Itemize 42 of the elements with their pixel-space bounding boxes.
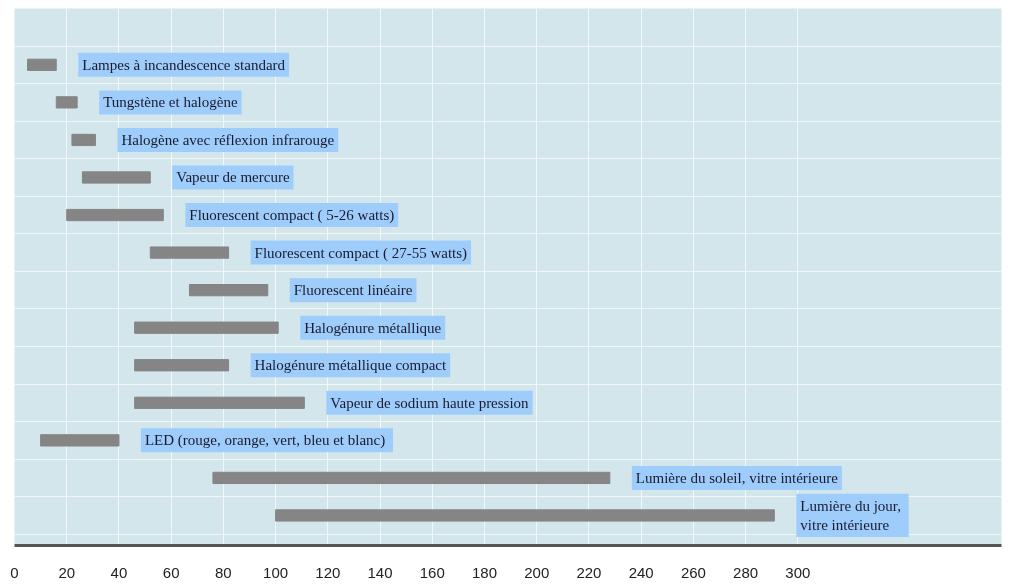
bar xyxy=(275,509,775,522)
x-tick-label: 160 xyxy=(419,563,445,581)
y-tick-label: Fluorescent compact ( 27-55 watts) xyxy=(254,244,468,262)
bar xyxy=(212,471,611,485)
y-tick-label: Halogénure métallique xyxy=(304,319,442,336)
y-tick-label: Lampes à incandescence standard xyxy=(82,56,286,73)
x-tick-label: 140 xyxy=(367,563,393,581)
y-tick-label: Lumière du jour, vitre intérieure xyxy=(800,497,901,534)
x-tick-label: 240 xyxy=(628,563,654,581)
bar xyxy=(149,246,230,259)
y-tick-label: Fluorescent compact ( 5-26 watts) xyxy=(189,207,395,225)
x-tick-label: 200 xyxy=(524,563,550,581)
bar xyxy=(66,208,164,222)
y-tick-label: Tungstène et halogène xyxy=(103,94,238,111)
y-tick-label: Vapeur de sodium haute pression xyxy=(330,394,530,411)
x-tick-label: 80 xyxy=(215,563,232,581)
y-tick-label: Lumière du soleil, vitre intérieure xyxy=(635,469,839,486)
x-tick-label: 260 xyxy=(680,563,706,581)
bar xyxy=(27,58,57,71)
bar xyxy=(81,171,151,184)
y-tick-label: Vapeur de mercure xyxy=(176,169,290,186)
bar xyxy=(55,96,78,109)
bar xyxy=(40,434,120,447)
bar xyxy=(134,359,230,372)
y-tick-label: LED (rouge, orange, vert, bleu et blanc) xyxy=(144,432,386,450)
x-tick-label: 40 xyxy=(110,563,128,581)
x-tick-label: 120 xyxy=(315,563,341,581)
x-tick-label: 220 xyxy=(576,563,602,581)
x-tick-label: 60 xyxy=(162,563,180,581)
y-tick-label: Halogène avec réflexion infrarouge xyxy=(121,131,335,148)
x-tick-label: 180 xyxy=(471,563,498,581)
x-tick-label: 0 xyxy=(10,563,19,581)
x-tick-label: 280 xyxy=(733,563,759,581)
x-tick-label: 100 xyxy=(263,563,289,581)
y-tick-label: Fluorescent linéaire xyxy=(293,282,413,299)
bar xyxy=(188,284,269,297)
x-tick-label: 20 xyxy=(58,563,76,581)
y-tick-label: Halogénure métallique compact xyxy=(254,357,448,374)
bar xyxy=(134,321,279,334)
bar xyxy=(71,133,96,147)
bar xyxy=(134,396,305,409)
x-tick-label: 300 xyxy=(785,563,811,581)
